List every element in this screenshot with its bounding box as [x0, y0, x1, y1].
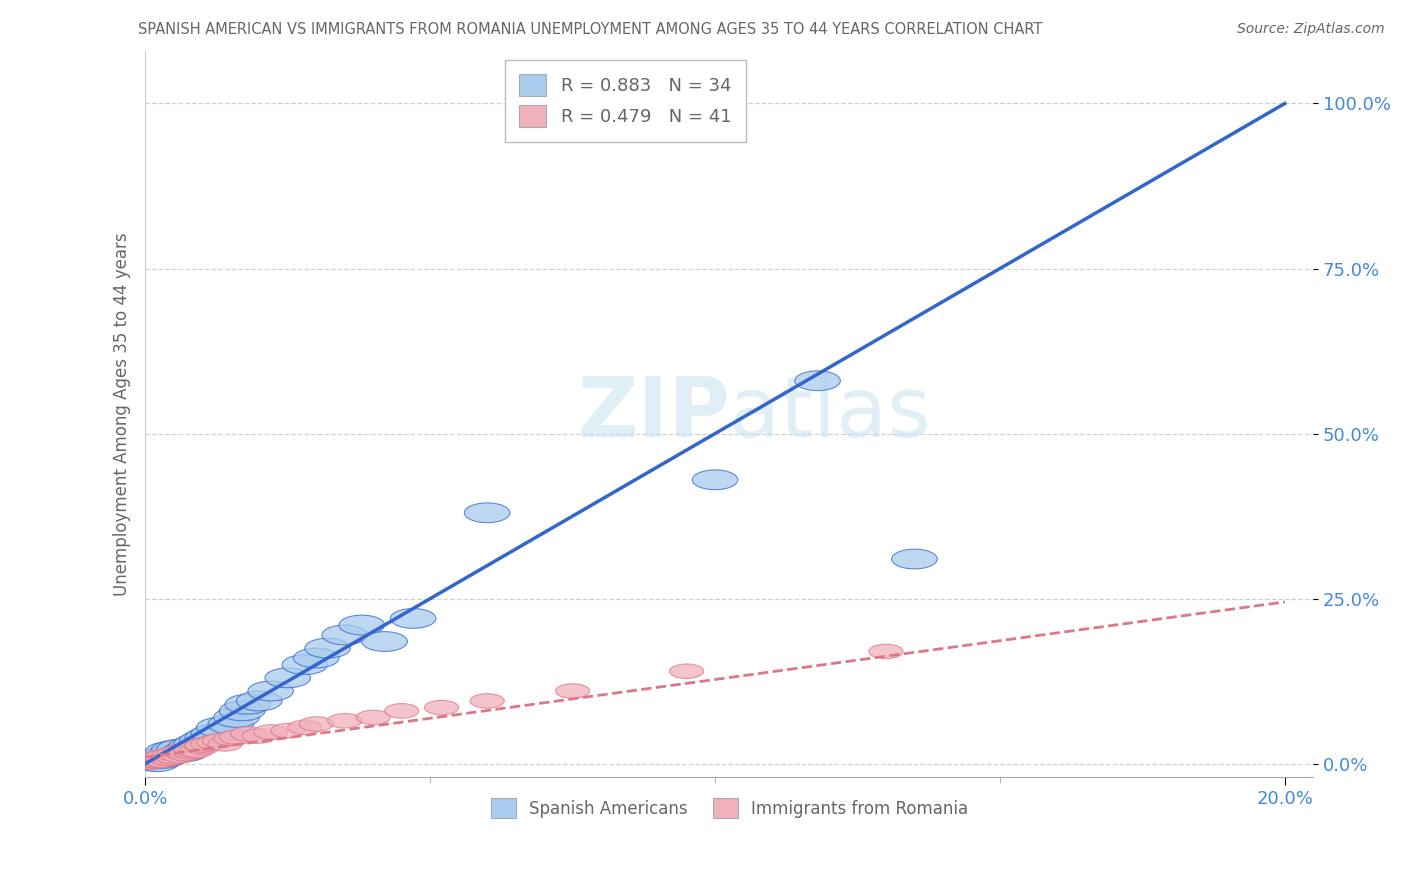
Ellipse shape: [163, 748, 197, 763]
Ellipse shape: [174, 742, 208, 756]
Ellipse shape: [391, 608, 436, 628]
Ellipse shape: [294, 648, 339, 668]
Ellipse shape: [214, 707, 259, 727]
Ellipse shape: [270, 723, 305, 738]
Ellipse shape: [869, 644, 903, 658]
Ellipse shape: [219, 730, 253, 745]
Ellipse shape: [145, 750, 180, 764]
Ellipse shape: [236, 691, 283, 711]
Text: Source: ZipAtlas.com: Source: ZipAtlas.com: [1237, 22, 1385, 37]
Ellipse shape: [264, 668, 311, 688]
Ellipse shape: [156, 747, 191, 761]
Ellipse shape: [134, 752, 180, 772]
Ellipse shape: [163, 742, 208, 762]
Ellipse shape: [145, 742, 191, 762]
Ellipse shape: [464, 503, 510, 523]
Ellipse shape: [299, 717, 333, 731]
Ellipse shape: [219, 701, 264, 721]
Ellipse shape: [139, 754, 174, 768]
Ellipse shape: [180, 743, 214, 757]
Ellipse shape: [283, 655, 328, 674]
Ellipse shape: [288, 720, 322, 735]
Ellipse shape: [361, 632, 408, 651]
Ellipse shape: [134, 753, 169, 768]
Text: SPANISH AMERICAN VS IMMIGRANTS FROM ROMANIA UNEMPLOYMENT AMONG AGES 35 TO 44 YEA: SPANISH AMERICAN VS IMMIGRANTS FROM ROMA…: [138, 22, 1043, 37]
Ellipse shape: [555, 684, 589, 698]
Ellipse shape: [305, 639, 350, 658]
Ellipse shape: [425, 700, 458, 714]
Ellipse shape: [470, 694, 505, 708]
Ellipse shape: [186, 739, 219, 755]
Ellipse shape: [214, 731, 247, 746]
Ellipse shape: [186, 727, 231, 747]
Ellipse shape: [202, 733, 236, 747]
Ellipse shape: [174, 745, 208, 759]
Ellipse shape: [128, 750, 174, 771]
Ellipse shape: [139, 747, 186, 767]
Ellipse shape: [145, 753, 180, 768]
Ellipse shape: [208, 714, 253, 734]
Legend: Spanish Americans, Immigrants from Romania: Spanish Americans, Immigrants from Roman…: [482, 789, 976, 827]
Text: atlas: atlas: [730, 373, 931, 454]
Ellipse shape: [150, 740, 197, 760]
Ellipse shape: [208, 737, 242, 751]
Ellipse shape: [174, 734, 219, 754]
Ellipse shape: [150, 751, 186, 765]
Ellipse shape: [191, 724, 236, 744]
Ellipse shape: [180, 731, 225, 750]
Ellipse shape: [891, 549, 938, 569]
Ellipse shape: [139, 748, 186, 768]
Ellipse shape: [385, 704, 419, 718]
Ellipse shape: [156, 750, 191, 764]
Ellipse shape: [139, 751, 174, 765]
Ellipse shape: [163, 745, 197, 759]
Ellipse shape: [186, 738, 219, 753]
Ellipse shape: [197, 717, 242, 738]
Ellipse shape: [156, 739, 202, 759]
Ellipse shape: [145, 746, 191, 765]
Ellipse shape: [356, 710, 391, 724]
Ellipse shape: [169, 747, 202, 761]
Ellipse shape: [131, 756, 166, 770]
Ellipse shape: [197, 735, 231, 750]
Ellipse shape: [242, 729, 277, 743]
Ellipse shape: [169, 738, 214, 757]
Ellipse shape: [169, 743, 202, 757]
Ellipse shape: [191, 737, 225, 751]
Y-axis label: Unemployment Among Ages 35 to 44 years: Unemployment Among Ages 35 to 44 years: [114, 232, 131, 596]
Ellipse shape: [328, 714, 361, 728]
Ellipse shape: [150, 748, 186, 763]
Ellipse shape: [339, 615, 385, 635]
Ellipse shape: [247, 681, 294, 701]
Ellipse shape: [794, 371, 841, 391]
Text: ZIP: ZIP: [576, 373, 730, 454]
Ellipse shape: [231, 727, 264, 741]
Ellipse shape: [253, 724, 288, 739]
Ellipse shape: [150, 744, 197, 764]
Ellipse shape: [669, 664, 703, 679]
Ellipse shape: [322, 625, 367, 645]
Ellipse shape: [692, 470, 738, 490]
Ellipse shape: [225, 694, 270, 714]
Ellipse shape: [134, 755, 169, 769]
Ellipse shape: [139, 753, 174, 767]
